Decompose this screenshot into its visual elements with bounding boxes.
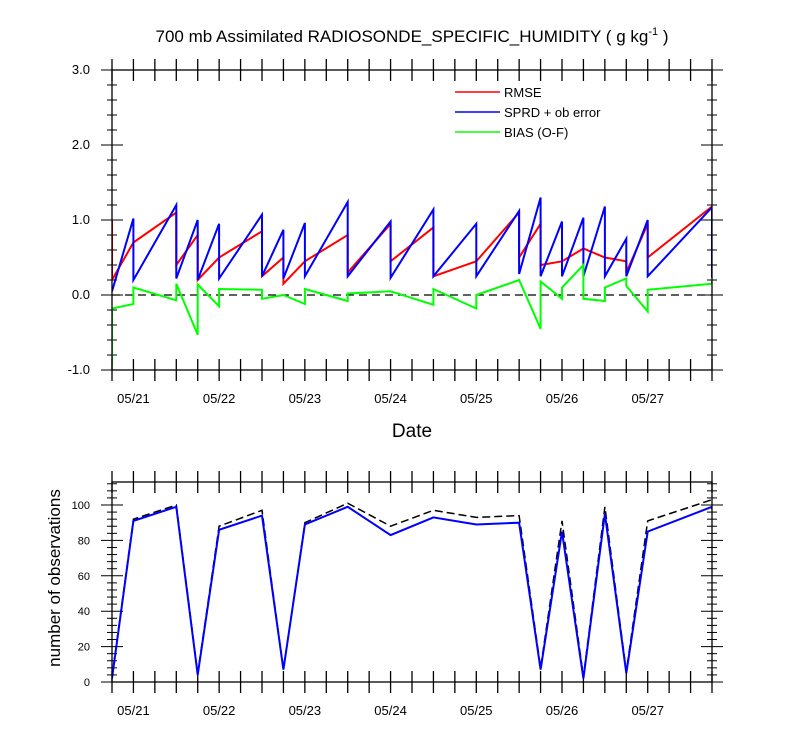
y-tick-label: 20 bbox=[78, 642, 90, 654]
x-tick-label: 05/21 bbox=[117, 391, 150, 406]
x-tick-label: 05/25 bbox=[460, 703, 493, 718]
top-panel-series bbox=[112, 197, 712, 367]
x-tick-label: 05/26 bbox=[546, 703, 579, 718]
top-y-tick-labels: -1.0 0.0 1.0 2.0 3.0 bbox=[68, 62, 90, 377]
x-tick-label: 05/27 bbox=[631, 391, 664, 406]
y-tick-label: 0 bbox=[84, 677, 90, 689]
x-tick-label: 05/27 bbox=[631, 703, 664, 718]
y-tick-label: 3.0 bbox=[72, 62, 90, 77]
x-tick-label: 05/21 bbox=[117, 703, 150, 718]
y-tick-label: 60 bbox=[78, 571, 90, 583]
x-tick-label: 05/24 bbox=[374, 391, 407, 406]
legend-bias-label: BIAS (O-F) bbox=[504, 125, 568, 140]
y-tick-label: 0.0 bbox=[72, 287, 90, 302]
legend: RMSE SPRD + ob error BIAS (O-F) bbox=[455, 85, 601, 140]
bottom-panel-series bbox=[112, 498, 712, 679]
top-panel-ticks bbox=[101, 59, 723, 381]
rmse-panel: -1.00.01.02.03.0 05/21 05/22 05/23 05/24 05/… bbox=[68, 59, 723, 442]
chart-title: 700 mb Assimilated RADIOSONDE_SPECIFIC_H… bbox=[156, 26, 669, 46]
x-tick-label: 05/23 bbox=[289, 703, 322, 718]
series-line-obs_total bbox=[112, 498, 712, 677]
x-tick-label: 05/26 bbox=[546, 391, 579, 406]
bottom-panel-ticks bbox=[101, 471, 723, 693]
y-tick-label: -1.0 bbox=[68, 362, 90, 377]
y-tick-label: 80 bbox=[78, 535, 90, 547]
x-tick-label: 05/22 bbox=[203, 703, 236, 718]
series-line-rmse bbox=[112, 205, 712, 287]
y-tick-label: 40 bbox=[78, 606, 90, 618]
x-axis-label: Date bbox=[392, 421, 432, 442]
bottom-plot-frame bbox=[111, 481, 713, 683]
series-line-bias bbox=[112, 262, 712, 367]
series-line-sprd bbox=[112, 197, 712, 292]
x-tick-label: 05/22 bbox=[203, 391, 236, 406]
x-tick-label: 05/25 bbox=[460, 391, 493, 406]
top-x-tick-labels: 05/21 05/22 05/23 05/24 05/25 05/26 05/27 bbox=[117, 391, 664, 406]
y-tick-label: 2.0 bbox=[72, 137, 90, 152]
legend-sprd-label: SPRD + ob error bbox=[504, 105, 601, 120]
bottom-x-tick-labels: 05/21 05/22 05/23 05/24 05/25 05/26 05/27 bbox=[117, 703, 664, 718]
y-axis-label: number of observations bbox=[45, 489, 64, 667]
y-tick-label: 100 bbox=[72, 500, 90, 512]
legend-rmse-label: RMSE bbox=[504, 85, 542, 100]
bottom-y-tick-labels: 0 20 40 60 80 100 bbox=[72, 500, 90, 689]
series-line-obs_used bbox=[112, 505, 712, 679]
top-plot-frame bbox=[111, 69, 713, 371]
x-tick-label: 05/23 bbox=[289, 391, 322, 406]
x-tick-label: 05/24 bbox=[374, 703, 407, 718]
y-tick-label: 1.0 bbox=[72, 212, 90, 227]
